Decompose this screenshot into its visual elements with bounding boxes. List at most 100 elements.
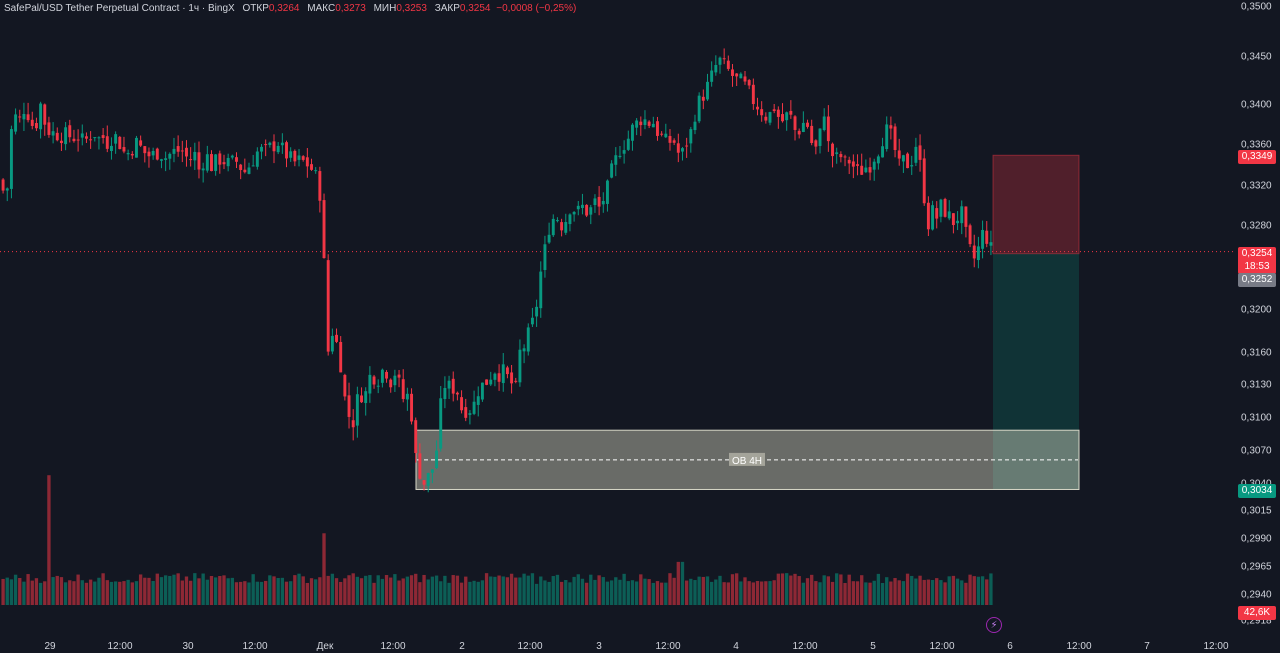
volume-bar: [889, 581, 893, 605]
candle-body: [401, 379, 405, 399]
volume-bar: [259, 581, 264, 605]
price-axis-label: 0,3280: [1241, 221, 1272, 232]
candle-body: [318, 171, 322, 201]
volume-bar: [22, 581, 26, 605]
volume-bar: [926, 579, 931, 605]
countdown-badge: 18:53: [1238, 260, 1276, 274]
close-value: 0,3254: [459, 3, 491, 14]
candle-body: [139, 140, 143, 146]
candle-body: [972, 245, 976, 259]
stop-loss-zone: [992, 154, 1080, 255]
volume-bar: [893, 578, 897, 605]
price-axis-label: 0,2940: [1241, 590, 1272, 601]
candle-body: [560, 222, 564, 231]
candle-body: [1, 179, 5, 191]
volume-bar: [243, 581, 247, 605]
volume-bar: [780, 573, 785, 605]
volume-bar: [455, 575, 460, 605]
volume-bar: [93, 581, 97, 605]
stop-price-badge: 0,3349: [1238, 150, 1276, 164]
candle-body: [672, 140, 676, 143]
volume-bar: [380, 578, 385, 605]
candle-body: [251, 165, 255, 167]
volume-bar: [272, 576, 276, 605]
candle-body: [881, 146, 885, 158]
volume-bar: [76, 574, 80, 605]
candle-body: [84, 136, 88, 139]
volume-bar: [430, 576, 435, 605]
volume-bar: [447, 582, 451, 605]
high-label: МАКС: [307, 3, 336, 14]
volume-bar: [109, 581, 114, 605]
volume-bar: [951, 575, 956, 605]
candle-body: [493, 373, 497, 380]
volume-bar: [468, 581, 472, 605]
volume-bar: [830, 581, 835, 605]
volume-bar: [80, 580, 84, 605]
candle-body: [443, 387, 447, 400]
volume-bar: [618, 579, 622, 605]
volume-bar: [201, 573, 205, 605]
volume-bar: [576, 574, 580, 605]
volume-bar: [872, 580, 876, 605]
candle-body: [806, 122, 809, 127]
candle-body: [430, 469, 434, 473]
volume-bar: [785, 573, 789, 605]
volume-bar: [151, 580, 155, 605]
candle-body: [435, 450, 439, 469]
lightning-bolt-icon[interactable]: ⚡: [986, 617, 1002, 633]
candle-body: [822, 116, 826, 130]
volume-bar: [347, 575, 351, 605]
candle-body: [664, 133, 668, 138]
candle-body: [956, 220, 960, 224]
volume-bar: [251, 574, 255, 605]
candle-body: [651, 123, 655, 128]
candle-body: [901, 155, 905, 162]
volume-bar: [726, 582, 730, 605]
volume-bar: [218, 576, 222, 605]
volume-bar: [880, 582, 885, 605]
volume-bar: [439, 581, 443, 605]
volume-bar: [230, 577, 234, 605]
candle-body: [109, 145, 113, 151]
candle-body: [572, 211, 576, 215]
volume-bar: [805, 578, 810, 605]
candle-body: [831, 143, 834, 157]
volume-bar: [847, 574, 851, 605]
price-axis-label: 0,3360: [1241, 140, 1272, 151]
low-value: 0,3253: [396, 3, 427, 14]
volume-bar: [476, 581, 480, 605]
candle-body: [914, 146, 918, 163]
volume-bar: [389, 577, 393, 605]
volume-bar: [489, 576, 493, 605]
candle-body: [380, 369, 384, 383]
candle-body: [601, 200, 605, 205]
volume-bar: [601, 577, 605, 605]
candle-body: [555, 220, 559, 222]
candle-body: [893, 126, 897, 150]
candle-body: [30, 119, 34, 126]
candle-body: [93, 137, 97, 139]
volume-bar: [147, 577, 151, 605]
volume-bar: [330, 573, 335, 605]
candle-body: [189, 159, 193, 161]
volume-bar: [184, 576, 189, 605]
volume-bar: [968, 574, 972, 605]
time-axis-label: 4: [733, 641, 739, 652]
volume-bar: [747, 581, 751, 605]
candle-body: [835, 152, 839, 155]
candle-body: [143, 146, 147, 154]
candle-body: [518, 349, 522, 383]
volume-bar: [768, 581, 772, 605]
candle-body: [214, 154, 218, 171]
volume-bar: [480, 580, 485, 605]
candle-body: [330, 335, 334, 352]
candle-body: [743, 76, 747, 82]
volume-bar: [947, 576, 951, 605]
candle-body: [201, 168, 205, 171]
volume-bar: [743, 577, 747, 605]
volume-bar: [639, 574, 643, 605]
volume-bar: [955, 578, 960, 605]
candle-body: [405, 393, 409, 400]
